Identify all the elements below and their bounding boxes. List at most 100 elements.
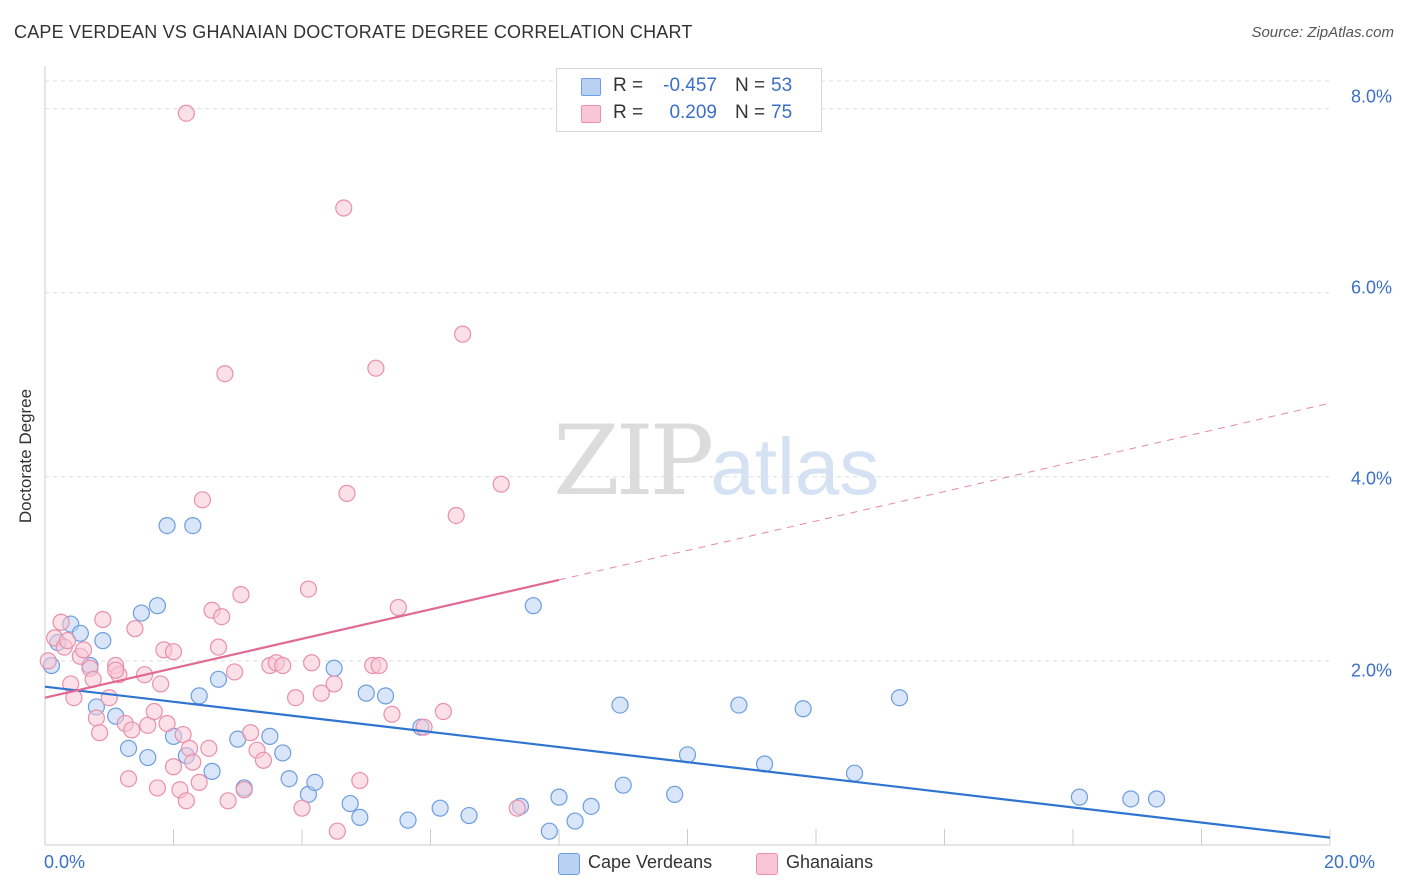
ghanaian-point — [58, 632, 77, 650]
cape-verdean-point — [325, 659, 343, 677]
ghanaian-point — [87, 709, 106, 727]
cape-verdean-point — [582, 797, 600, 815]
ghanaian-point — [164, 758, 183, 776]
n-value: 75 — [771, 102, 793, 123]
ghanaian-point — [383, 705, 401, 723]
cape-verdean-point — [341, 794, 359, 813]
ghanaian-point — [74, 641, 93, 659]
r-label: R = — [613, 102, 644, 123]
blue-swatch-icon — [558, 853, 580, 875]
n-label: N = — [735, 102, 766, 123]
cape-verdean-point — [71, 624, 89, 642]
cape-verdean-point — [1147, 790, 1166, 808]
cape-verdean-point — [540, 822, 558, 840]
ghanaian-point — [274, 656, 292, 675]
cape-verdean-point — [119, 739, 138, 757]
ghanaian-point — [148, 779, 167, 797]
r-label: R = — [613, 75, 644, 96]
cape-verdean-point — [351, 808, 369, 826]
pink-swatch-icon — [581, 105, 601, 123]
cape-verdean-point — [524, 597, 542, 615]
ghanaian-point — [328, 822, 346, 840]
cape-verdean-point — [730, 696, 748, 714]
ghanaian-point — [508, 799, 526, 817]
cape-verdean-point — [845, 764, 864, 782]
ghanaian-point — [126, 620, 144, 638]
cape-verdean-point — [280, 770, 298, 788]
ghanaian-point — [492, 475, 510, 493]
ghanaian-point — [190, 773, 208, 792]
cape-verdean-point — [611, 696, 629, 714]
cape-verdean-point — [566, 812, 584, 830]
cape-verdean-point — [460, 806, 478, 825]
ghanaian-point — [242, 724, 260, 742]
ghanaian-point — [286, 689, 305, 707]
cape-verdean-point — [306, 773, 324, 792]
ghanaian-point — [139, 716, 157, 734]
ghanaian-point — [312, 684, 330, 702]
x-tick-label-max: 20.0% — [1324, 852, 1376, 872]
legend-label: Cape Verdeans — [588, 852, 713, 872]
y-tick-label-2: 2.0% — [1350, 660, 1392, 681]
y-tick-label-6: 6.0% — [1350, 277, 1392, 298]
cape-verdean-point — [158, 516, 176, 535]
cape-verdean-point — [209, 670, 228, 688]
ghanaian-point — [145, 702, 163, 721]
r-value: 0.209 — [669, 102, 717, 123]
ghanaian-point — [434, 702, 452, 721]
cape-verdean-point — [1070, 788, 1089, 806]
ghanaian-point — [303, 654, 321, 672]
ghanaian-point — [39, 652, 57, 670]
cape-verdean-point — [431, 799, 449, 817]
ghanaian-point — [177, 792, 195, 810]
y-axis-label: Doctorate Degree — [16, 388, 35, 524]
legend-label: Ghanaians — [786, 852, 874, 872]
cape-verdean-point — [890, 689, 909, 707]
chart-title: CAPE VERDEAN VS GHANAIAN DOCTORATE DEGRE… — [14, 22, 693, 42]
watermark-atlas: atlas — [710, 422, 880, 511]
ghanaian-point — [293, 799, 311, 817]
r-value: -0.457 — [663, 75, 717, 96]
cape-verdean-point — [1122, 790, 1140, 808]
watermark: ZIPatlas — [553, 405, 879, 517]
cape-verdean-point — [794, 700, 812, 718]
ghanaian-trend-line — [44, 578, 560, 699]
cape-verdean-point — [184, 516, 202, 535]
ghanaian-point — [123, 721, 141, 739]
ghanaian-point — [184, 753, 202, 771]
cape-verdean-point — [399, 811, 417, 829]
ghanaian-point — [216, 365, 234, 383]
ghanaian-point — [447, 506, 465, 525]
y-tick-label-8: 8.0% — [1350, 86, 1392, 107]
cape-verdean-point — [139, 748, 157, 767]
cape-verdean-point — [666, 785, 684, 803]
ghanaian-point — [209, 638, 228, 656]
ghanaian-point — [351, 771, 369, 790]
pink-swatch-icon — [756, 853, 778, 875]
ghanaian-trend-extension — [558, 402, 1331, 581]
ghanaian-point — [174, 725, 192, 744]
ghanaian-point — [299, 580, 318, 598]
ghanaian-point — [338, 484, 356, 502]
blue-swatch-icon — [581, 78, 601, 96]
ghanaian-point — [225, 663, 244, 681]
ghanaian-point — [325, 675, 343, 693]
ghanaian-point — [193, 491, 212, 509]
ghanaian-point — [164, 643, 183, 661]
ghanaian-point — [158, 714, 176, 733]
ghanaian-point — [213, 608, 231, 626]
cape-verdean-trend-line — [44, 685, 1331, 839]
cape-verdean-point — [94, 632, 112, 650]
cape-verdean-point — [614, 776, 632, 794]
ghanaian-point — [100, 689, 118, 707]
ghanaian-point — [370, 656, 388, 675]
cape-verdean-point — [376, 687, 395, 705]
watermark-zip: ZIP — [553, 405, 714, 517]
ghanaian-point — [107, 661, 125, 679]
ghanaian-point — [235, 781, 253, 799]
cape-verdean-point — [148, 597, 167, 615]
source-credit: Source: ZipAtlas.com — [1251, 24, 1394, 41]
cape-verdean-point — [357, 684, 375, 702]
cape-verdean-point — [203, 762, 221, 780]
